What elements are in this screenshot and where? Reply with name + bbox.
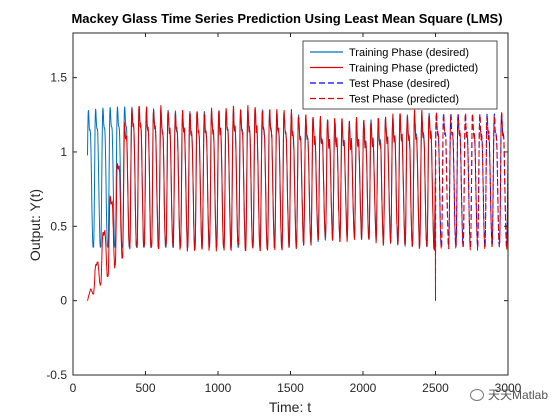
legend: Training Phase (desired) Training Phase (… [302,40,498,110]
x-tick-label: 500 [135,381,155,395]
x-tick-label: 0 [70,381,77,395]
series-line-2 [87,105,436,301]
wechat-icon [470,388,484,401]
chart-title: Mackey Glass Time Series Prediction Usin… [71,11,502,26]
y-tick-label: -0.5 [46,368,67,382]
x-tick-label: 2500 [422,381,449,395]
x-axis-label: Time: t [269,399,311,415]
watermark-text: 天天Matlab [488,388,549,402]
y-tick-label: 0 [60,294,67,308]
y-axis-label: Output: Y(t) [27,189,43,261]
watermark: 天天Matlab [470,386,548,403]
y-tick-label: 0.5 [50,219,67,233]
legend-label: Test Phase (predicted) [349,94,459,106]
y-tick-label: 1.5 [50,71,67,85]
legend-label: Test Phase (desired) [349,78,450,90]
plot-area [87,105,509,301]
x-tick-label: 1000 [205,381,232,395]
y-tick-label: 1 [60,145,67,159]
legend-label: Training Phase (predicted) [349,63,478,75]
series-line-4 [435,111,509,301]
x-tick-label: 3000 [495,381,522,395]
x-tick-label: 1500 [277,381,304,395]
x-tick-label: 2000 [350,381,377,395]
legend-label: Training Phase (desired) [349,47,469,59]
axes: 0 500 1000 1500 2000 2500 3000-0.500.511.5 [46,32,522,395]
